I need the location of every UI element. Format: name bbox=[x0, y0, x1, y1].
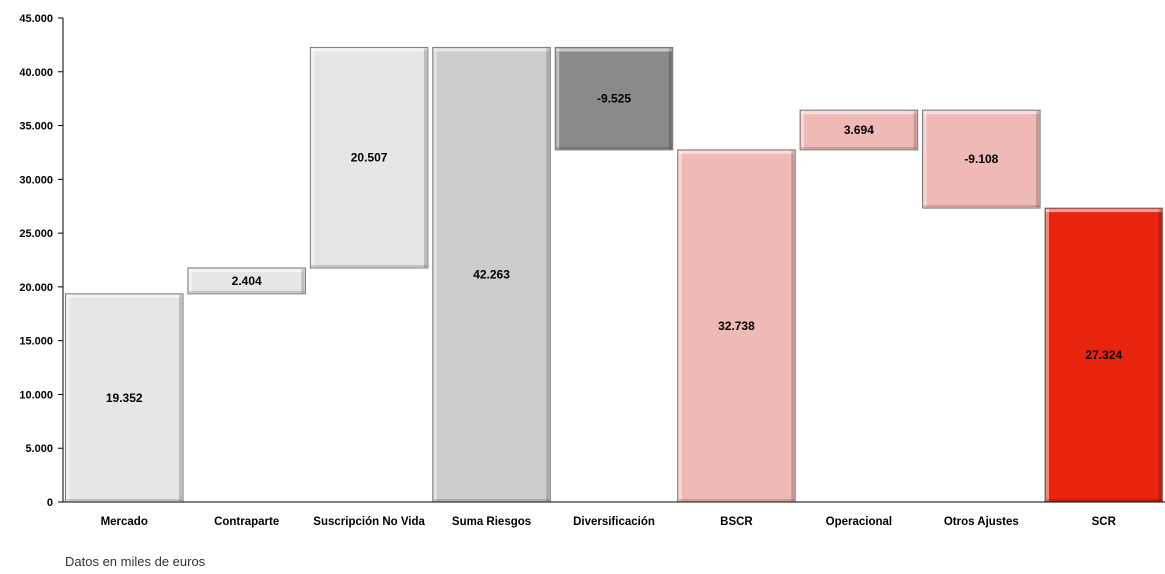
bar-body bbox=[432, 46, 551, 503]
bar: -9.108 bbox=[922, 109, 1041, 209]
bar-bevel-right bbox=[178, 294, 182, 501]
bar-bevel-top bbox=[433, 48, 550, 52]
bar-body bbox=[1044, 207, 1164, 503]
data-label: 42.263 bbox=[473, 268, 510, 282]
x-tick-label: BSCR bbox=[720, 516, 753, 528]
bar-bevel-top bbox=[923, 111, 1040, 115]
bar-bevel-left bbox=[1046, 209, 1050, 501]
bar-bevel-bottom bbox=[678, 499, 795, 501]
bar-bevel-right bbox=[668, 48, 672, 149]
bar-bevel-right bbox=[1036, 111, 1040, 208]
bar-bevel-bottom bbox=[1046, 499, 1162, 501]
bar-bevel-right bbox=[423, 48, 427, 268]
bar-bevel-bottom bbox=[801, 146, 917, 149]
bar: 27.324 bbox=[1044, 207, 1164, 503]
bar-bevel-top bbox=[1046, 209, 1162, 213]
bar: -9.525 bbox=[554, 46, 674, 151]
bar-body bbox=[554, 46, 674, 151]
x-tick-label: Diversificación bbox=[573, 516, 655, 528]
bar-bevel-top bbox=[188, 269, 305, 273]
x-tick-label: Suma Riesgos bbox=[452, 516, 531, 528]
y-axis: 0 5.000 10.000 15.000 20.000 25.000 30.000 35.0… bbox=[19, 13, 64, 509]
bar-body bbox=[922, 109, 1041, 209]
bar-bevel-top bbox=[678, 150, 795, 154]
data-label: 2.404 bbox=[232, 274, 262, 288]
bar: 42.263 bbox=[432, 46, 551, 503]
bar-bevel-left bbox=[188, 269, 192, 293]
bar-bevel-top bbox=[311, 48, 427, 52]
bar-bevel-left bbox=[678, 150, 682, 501]
bar: 20.507 bbox=[309, 46, 429, 269]
x-tick-label: Otros Ajustes bbox=[944, 516, 1019, 528]
bar-bevel-right bbox=[913, 111, 917, 149]
x-tick-label: Operacional bbox=[826, 516, 892, 528]
data-label: 32.738 bbox=[718, 319, 755, 333]
bar-bevel-top bbox=[66, 294, 182, 298]
bar-bevel-bottom bbox=[311, 265, 427, 268]
y-tick-label: 15.000 bbox=[19, 336, 53, 348]
x-tick-label: Contraparte bbox=[214, 516, 279, 528]
bars: 19.352 2.404 20.507 42.263 -9.525 32.738 3.694… bbox=[64, 46, 1164, 503]
bar-bevel-bottom bbox=[433, 499, 550, 501]
bar-bevel-left bbox=[311, 48, 315, 268]
data-label: -9.108 bbox=[964, 152, 998, 166]
bar-bevel-bottom bbox=[66, 499, 182, 501]
data-label: 3.694 bbox=[844, 123, 874, 137]
bar: 32.738 bbox=[677, 149, 796, 503]
x-tick-label: Suscripción No Vida bbox=[313, 516, 425, 528]
bar-bevel-left bbox=[66, 294, 70, 501]
bar-body bbox=[799, 109, 919, 151]
bar-bevel-bottom bbox=[556, 146, 672, 149]
bar-body bbox=[187, 267, 306, 295]
bar-bevel-top bbox=[556, 48, 672, 52]
x-axis: Mercado Contraparte Suscripción No Vida Sum… bbox=[63, 501, 1165, 528]
bar-bevel-bottom bbox=[923, 205, 1040, 208]
bar-bevel-right bbox=[1158, 209, 1162, 501]
y-tick-label: 10.000 bbox=[19, 389, 53, 401]
y-tick-label: 30.000 bbox=[19, 174, 53, 186]
data-label: 27.324 bbox=[1085, 348, 1122, 362]
bar: 3.694 bbox=[799, 109, 919, 151]
bar-body bbox=[64, 293, 184, 503]
x-tick-label: Mercado bbox=[101, 516, 148, 528]
bar-bevel-right bbox=[546, 48, 550, 501]
bar-body bbox=[309, 46, 429, 269]
bar: 2.404 bbox=[187, 267, 306, 295]
bar-bevel-top bbox=[801, 111, 917, 115]
footnote: Datos en miles de euros bbox=[65, 554, 206, 569]
y-tick-label: 45.000 bbox=[19, 13, 53, 25]
y-tick-label: 35.000 bbox=[19, 121, 53, 133]
bar-bevel-right bbox=[301, 269, 305, 293]
data-label: -9.525 bbox=[597, 92, 631, 106]
y-tick-label: 5.000 bbox=[25, 443, 53, 455]
bar-bevel-right bbox=[791, 150, 795, 501]
bar-bevel-left bbox=[556, 48, 560, 149]
x-tick-label: SCR bbox=[1092, 516, 1117, 528]
bar: 19.352 bbox=[64, 293, 184, 503]
y-tick-label: 0 bbox=[47, 497, 53, 509]
bar-bevel-left bbox=[433, 48, 437, 501]
y-tick-label: 40.000 bbox=[19, 67, 53, 79]
bar-bevel-bottom bbox=[188, 290, 305, 293]
y-tick-label: 20.000 bbox=[19, 282, 53, 294]
data-label: 19.352 bbox=[106, 391, 143, 405]
data-label: 20.507 bbox=[351, 151, 388, 165]
bar-bevel-left bbox=[801, 111, 805, 149]
bar-bevel-left bbox=[923, 111, 927, 208]
bar-body bbox=[677, 149, 796, 503]
y-tick-label: 25.000 bbox=[19, 228, 53, 240]
